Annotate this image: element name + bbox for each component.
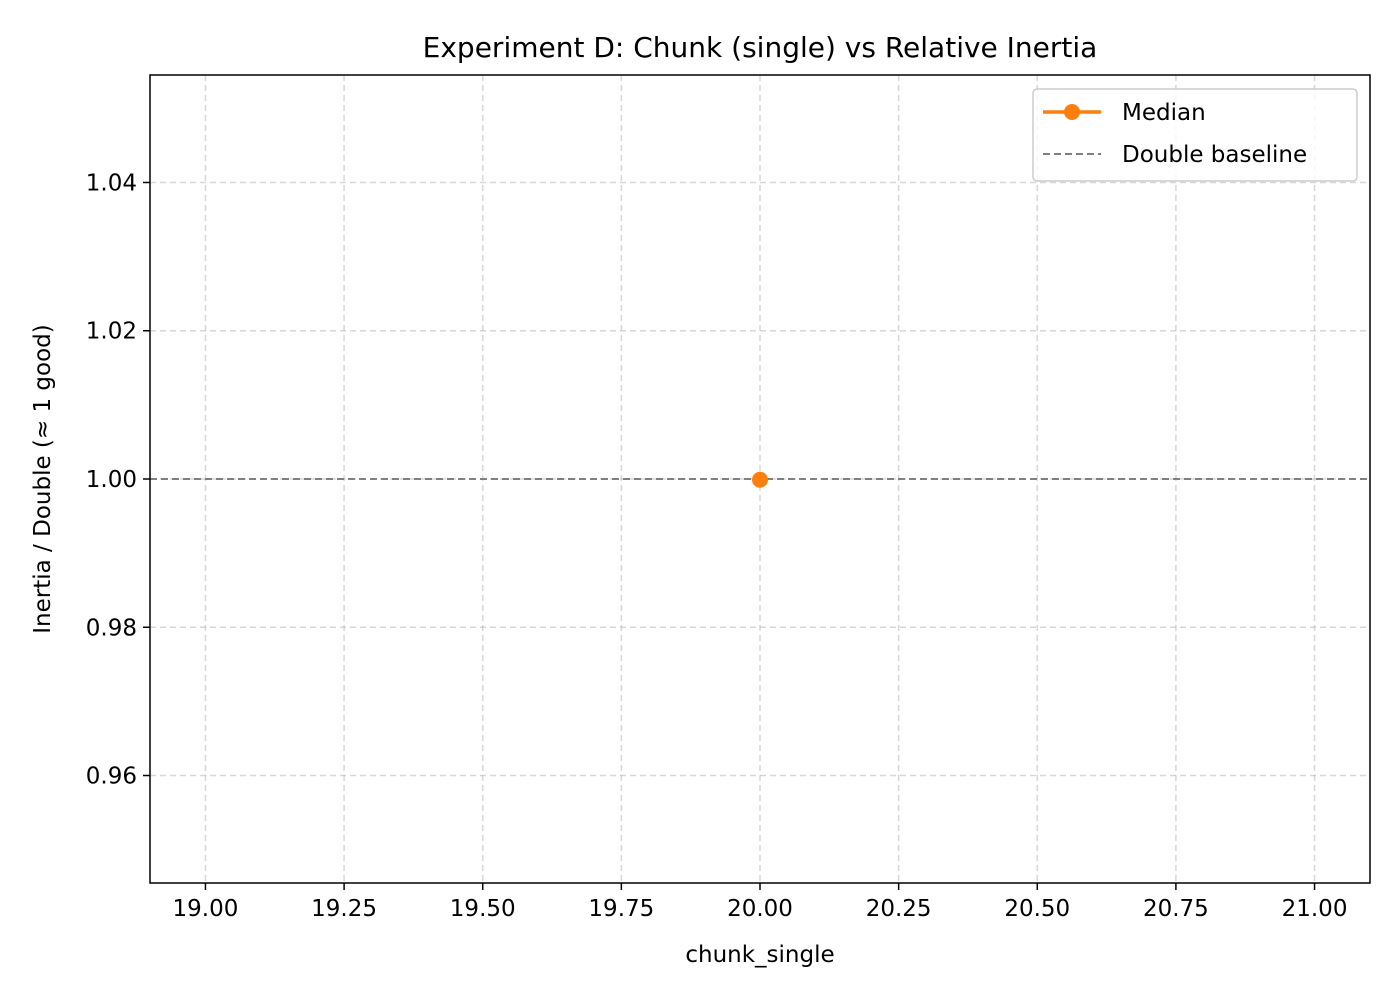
x-tick-label: 19.50 xyxy=(450,896,516,922)
x-tick-label: 20.75 xyxy=(1143,896,1209,922)
y-tick-label: 0.98 xyxy=(86,615,137,641)
legend: Median Double baseline xyxy=(1032,88,1358,182)
legend-baseline-label: Double baseline xyxy=(1122,142,1307,168)
x-tick-label: 20.50 xyxy=(1004,896,1070,922)
y-tick-label: 1.02 xyxy=(86,319,137,345)
y-axis-ticks: 0.96 0.98 1.00 1.02 1.04 xyxy=(86,170,150,790)
legend-median-label: Median xyxy=(1122,100,1206,126)
y-tick-label: 1.04 xyxy=(86,170,137,196)
x-tick-label: 19.75 xyxy=(588,896,654,922)
y-tick-label: 1.00 xyxy=(86,467,137,493)
legend-frame xyxy=(1032,88,1358,182)
x-tick-label: 19.25 xyxy=(311,896,377,922)
x-tick-label: 20.25 xyxy=(866,896,932,922)
x-tick-label: 21.00 xyxy=(1282,896,1348,922)
x-tick-label: 19.00 xyxy=(173,896,239,922)
x-axis-title: chunk_single xyxy=(685,942,834,968)
y-tick-label: 0.96 xyxy=(86,764,137,790)
series-layer xyxy=(752,471,768,488)
legend-median-marker xyxy=(1064,104,1080,120)
median-data-point xyxy=(752,471,768,488)
x-tick-label: 20.00 xyxy=(727,896,793,922)
x-axis-ticks: 19.00 19.25 19.50 19.75 20.00 20.25 20.50 20.75… xyxy=(173,883,1348,922)
y-axis-title: Inertia / Double (≈ 1 good) xyxy=(30,324,56,633)
chart-title: Experiment D: Chunk (single) vs Relative… xyxy=(423,31,1098,64)
